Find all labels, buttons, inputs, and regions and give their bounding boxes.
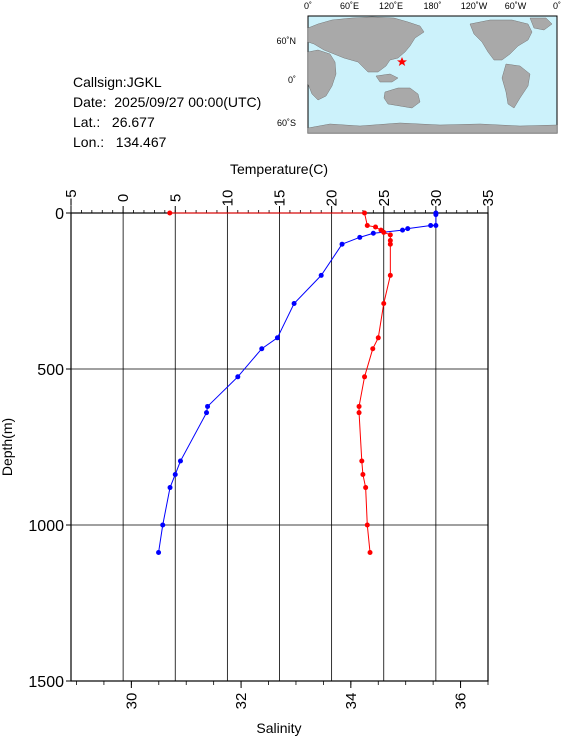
depth-tick-label: 1000 [28,518,64,535]
map-lon-tick-label: 0˚ [553,1,561,11]
temperature-tick-label: 5 [167,194,184,202]
salinity-data-point [363,485,369,491]
salinity-data-point [381,229,387,235]
map-lon-tick-label: 120˚W [461,1,488,11]
temperature-data-point [318,272,324,278]
temperature-tick-label: −5 [63,189,80,206]
chart-grid [70,212,489,682]
salinity-data-point [387,232,393,238]
temperature-data-point [156,549,162,555]
temperature-data-point [235,374,241,380]
temperature-data-point [291,300,297,306]
depth-tick-label: 1500 [28,674,64,691]
date-label: Date: 2025/09/27 00:00(UTC) [73,94,262,110]
longitude-label: Lon.: 134.467 [73,134,167,150]
salinity-data-point [387,272,393,278]
map-lon-tick-label: 60˚W [505,1,527,11]
salinity-data-point [362,374,368,380]
temperature-data-point [177,458,183,464]
map-lat-tick-label: 0˚ [288,75,296,85]
map-land [307,16,558,134]
depth-tick-label: 500 [37,362,64,379]
temperature-axis-label: Temperature(C) [230,161,328,177]
map-lon-tick-label: 180˚ [423,1,441,11]
temperature-data-point [204,410,210,416]
map-lon-tick-label: 120˚E [379,1,403,11]
temperature-data-point [205,403,211,409]
salinity-data-point [356,410,362,416]
callsign-label: Callsign:JGKL [73,74,162,90]
temperature-data-point [433,212,439,218]
depth-axis-label: Depth(m) [0,418,15,476]
temperature-data-point [357,234,363,240]
salinity-tick-label: 30 [123,693,140,710]
map-lon-tick-label: 0˚ [304,1,312,11]
temperature-data-point [400,227,406,233]
map-tick-labels: 0˚ 60˚E 120˚E 180˚ 120˚W 60˚W 0˚ 60˚N 0˚ 60˚S [276,1,561,128]
salinity-tick-label: 36 [453,693,470,710]
temperature-data-point [428,222,434,228]
salinity-data-point [387,237,393,243]
temperature-data-point [405,226,411,232]
map-lat-tick-label: 60˚S [277,118,296,128]
temperature-data-point [172,471,178,477]
temperature-data-point [433,222,439,228]
map-lon-tick-label: 60˚E [340,1,359,11]
temperature-tick-label: 10 [219,190,236,207]
temperature-tick-label: 30 [428,190,445,207]
salinity-data-point [370,346,376,352]
temperature-profile-line [158,213,437,553]
salinity-data-point [387,241,393,247]
station-info: Callsign:JGKL Date: 2025/09/27 00:00(UTC… [73,72,261,152]
map-marker-star [397,57,407,66]
temperature-tick-label: 20 [324,190,341,207]
chart-series [156,210,439,555]
salinity-profile-line [169,212,391,553]
world-map: 0˚ 60˚E 120˚E 180˚ 120˚W 60˚W 0˚ 60˚N 0˚ 60˚S [276,1,561,134]
salinity-data-point [362,210,368,216]
map-lat-tick-label: 60˚N [276,36,296,46]
latitude-label: Lat.: 26.677 [73,114,155,130]
salinity-data-point [364,222,370,228]
salinity-axis-label: Salinity [256,720,301,736]
salinity-data-point [359,458,365,464]
salinity-data-point [375,335,381,341]
temperature-data-point [160,522,166,528]
salinity-tick-label: 34 [343,693,360,710]
temperature-data-point [274,335,280,341]
temperature-tick-label: 35 [480,190,497,207]
temperature-tick-label: 0 [115,194,132,202]
salinity-data-point [360,471,366,477]
salinity-data-point [367,549,373,555]
temperature-data-point [259,346,265,352]
salinity-data-point [356,403,362,409]
temperature-data-point [167,485,173,491]
depth-tick-label: 0 [55,206,64,223]
salinity-tick-label: 32 [233,693,250,710]
temperature-data-point [370,230,376,236]
temperature-tick-label: 15 [272,190,289,207]
salinity-data-point [167,210,173,216]
temperature-tick-label: 25 [376,190,393,207]
salinity-data-point [364,522,370,528]
salinity-data-point [373,224,379,230]
salinity-data-point [381,300,387,306]
temperature-data-point [339,241,345,247]
